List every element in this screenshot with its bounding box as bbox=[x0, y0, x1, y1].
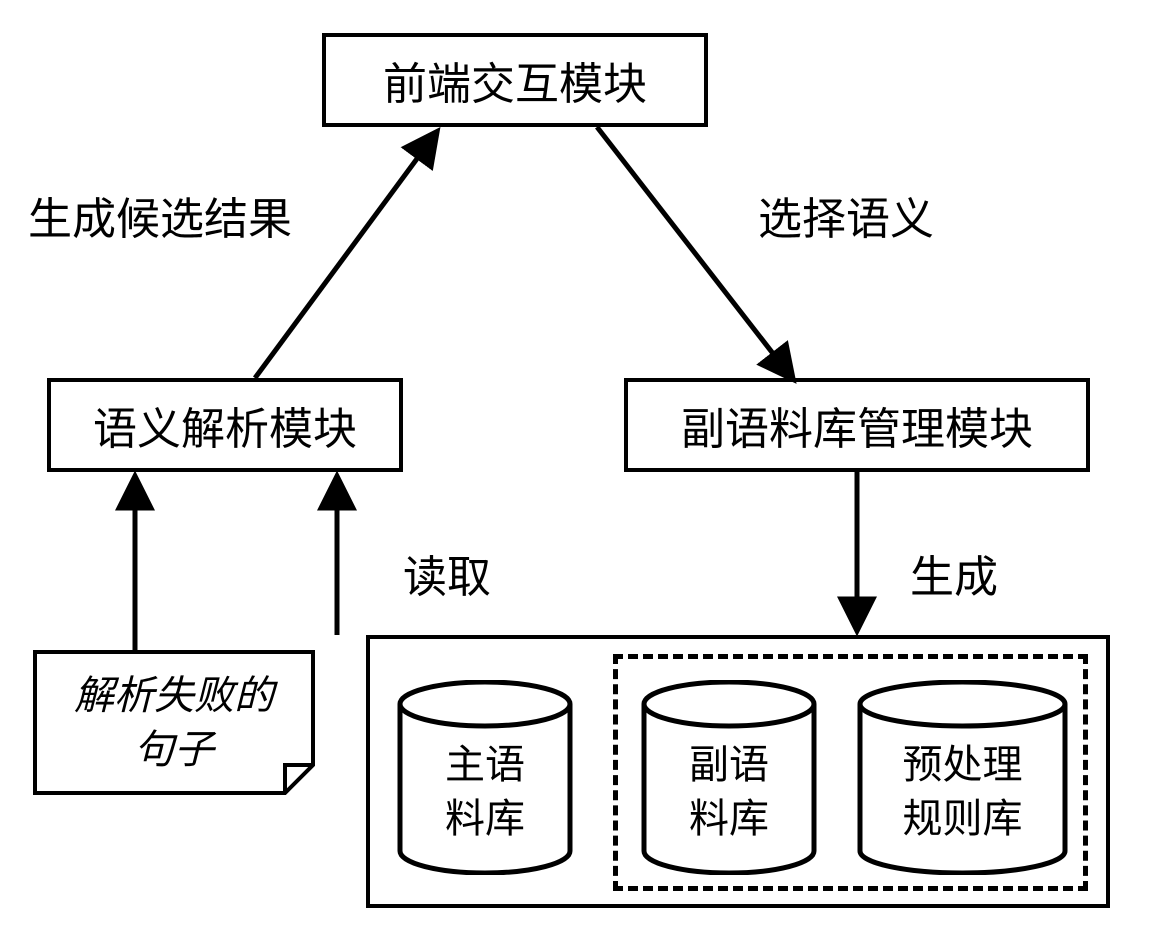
edge-label-generate-candidates: 生成候选结果 bbox=[28, 183, 292, 247]
preprocess-rules-cylinder: 预处理 规则库 bbox=[857, 680, 1068, 875]
main-corpus-cylinder: 主语 料库 bbox=[397, 680, 573, 875]
frontend-module-node: 前端交互模块 bbox=[322, 33, 708, 127]
failed-sentence-note: 解析失败的 句子 bbox=[33, 650, 315, 795]
semantic-parse-node: 语义解析模块 bbox=[47, 378, 403, 472]
edge-arrow bbox=[597, 127, 792, 378]
failed-sentence-line1: 解析失败的 bbox=[74, 669, 274, 723]
semantic-parse-label: 语义解析模块 bbox=[93, 393, 357, 457]
main-corpus-line2: 料库 bbox=[397, 792, 573, 846]
preprocess-rules-line2: 规则库 bbox=[857, 792, 1068, 846]
sub-corpus-cylinder: 副语 料库 bbox=[641, 680, 817, 875]
main-corpus-line1: 主语 bbox=[397, 738, 573, 792]
sub-corpus-line2: 料库 bbox=[641, 792, 817, 846]
edge-arrow bbox=[255, 133, 436, 378]
edge-label-select-semantics: 选择语义 bbox=[758, 183, 934, 247]
sub-corpus-line1: 副语 bbox=[641, 738, 817, 792]
failed-sentence-line2: 句子 bbox=[74, 723, 274, 777]
edge-label-generate: 生成 bbox=[910, 541, 998, 605]
preprocess-rules-line1: 预处理 bbox=[857, 738, 1068, 792]
frontend-module-label: 前端交互模块 bbox=[383, 48, 647, 112]
sub-corpus-mgr-node: 副语料库管理模块 bbox=[624, 378, 1090, 472]
sub-corpus-mgr-label: 副语料库管理模块 bbox=[681, 393, 1033, 457]
edge-label-read: 读取 bbox=[403, 541, 491, 605]
